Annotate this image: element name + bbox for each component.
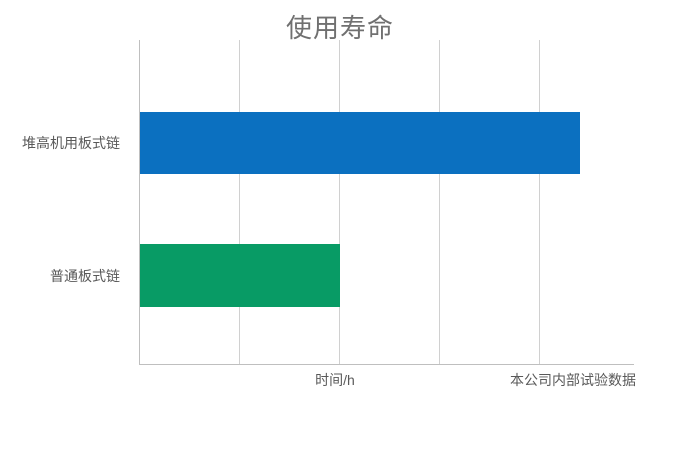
bar-ordinary-plate-chain: [140, 244, 341, 307]
source-annotation: 本公司内部试验数据: [510, 372, 636, 388]
gridline-vertical: [539, 40, 540, 364]
gridline-vertical: [439, 40, 440, 364]
x-axis-title: 时间/h: [315, 372, 355, 388]
gridline-vertical: [339, 40, 340, 364]
bar-stacker-plate-chain: [140, 112, 581, 174]
category-label-ordinary-plate-chain: 普通板式链: [50, 268, 120, 284]
category-label-stacker-plate-chain: 堆高机用板式链: [22, 135, 120, 151]
chart-title: 使用寿命: [285, 13, 394, 43]
plot-area: [139, 40, 634, 365]
gridline-vertical: [239, 40, 240, 364]
